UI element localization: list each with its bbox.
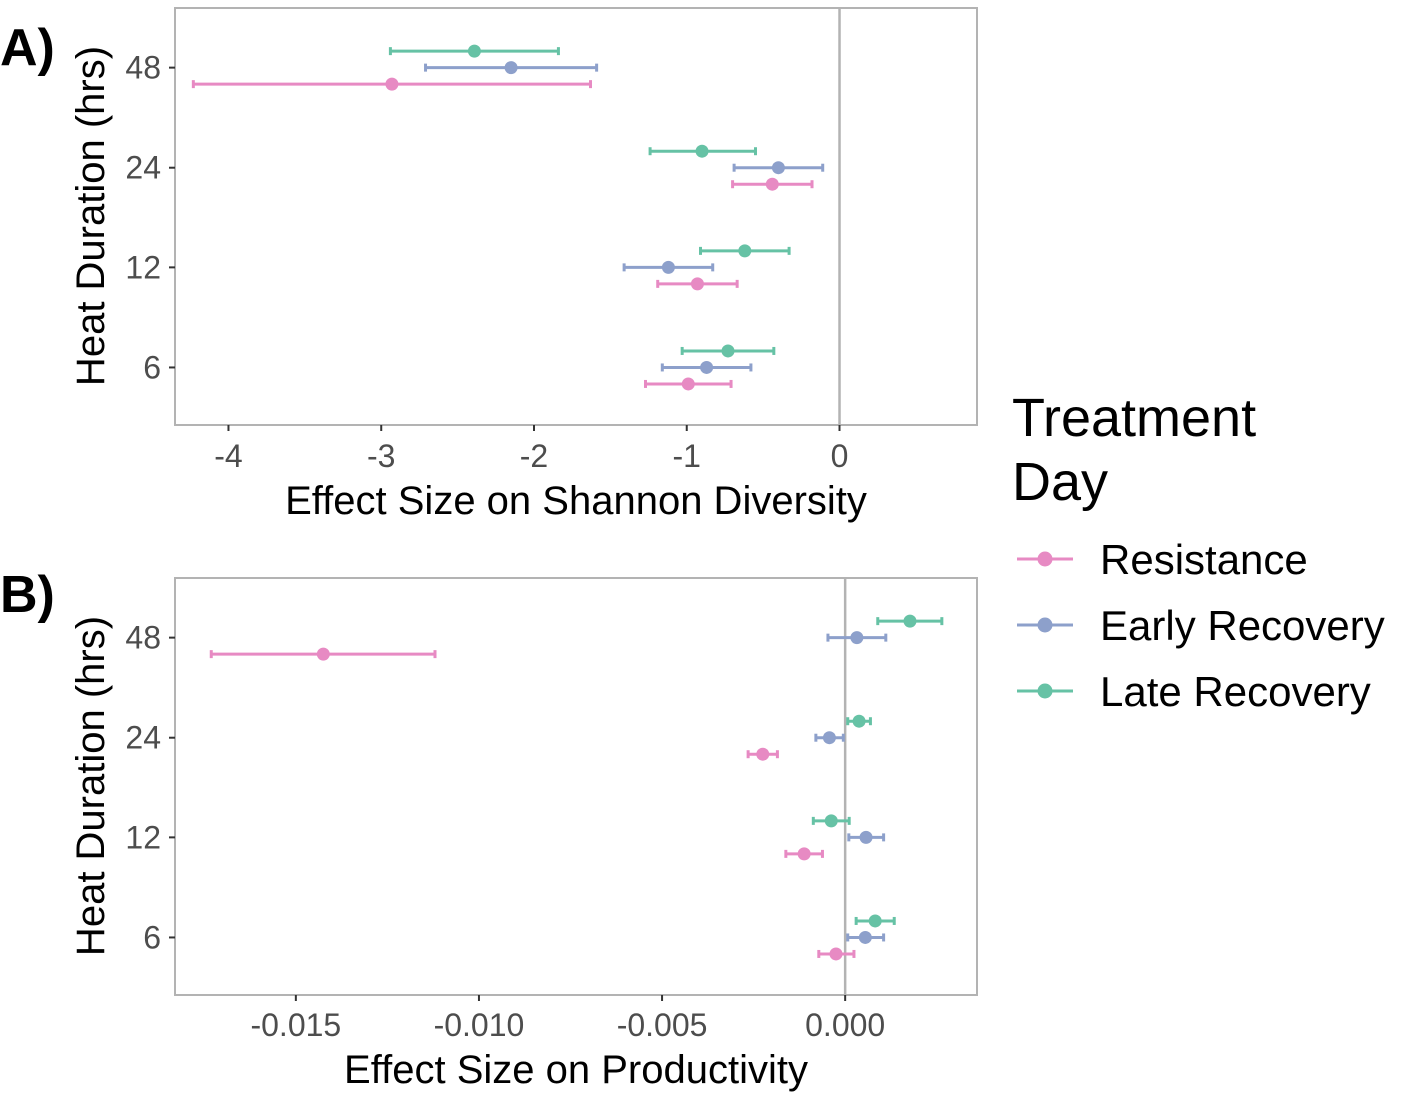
legend-label-early-recovery: Early Recovery <box>1100 602 1385 649</box>
panel-a-point-resistance-24 <box>765 177 779 191</box>
panel-a-point-early-recovery-48 <box>504 61 518 75</box>
panel-b-point-early-recovery-12 <box>859 830 873 844</box>
panel-a-point-late-recovery-24 <box>695 144 709 158</box>
panel-a: -4 -3 -2 -1 0 6 12 24 48 A) Effect Size on Shan… <box>0 7 978 523</box>
legend-key-point-resistance <box>1037 551 1053 567</box>
panel-a-x-tick-label: -4 <box>214 438 242 474</box>
panel-b-point-resistance-48 <box>316 647 330 661</box>
panel-b-plot-area <box>174 577 978 996</box>
panel-b-point-early-recovery-24 <box>822 731 836 745</box>
legend-label-resistance: Resistance <box>1100 536 1308 583</box>
panel-a-y-tick-label: 12 <box>125 249 161 285</box>
panel-b-point-late-recovery-6 <box>868 914 882 928</box>
panel-b-x-tick-label: -0.015 <box>250 1007 341 1043</box>
panel-a-x-tick-label: -1 <box>673 438 701 474</box>
panel-b-y-tick-label: 12 <box>125 819 161 855</box>
panel-b-y-tick-label: 6 <box>143 919 161 955</box>
panel-a-y-tick-label: 24 <box>125 150 161 186</box>
legend-title-line1: Treatment <box>1012 388 1256 448</box>
panel-a-point-resistance-48 <box>385 77 399 91</box>
panel-a-x-axis-title: Effect Size on Shannon Diversity <box>285 479 867 523</box>
panel-a-point-early-recovery-24 <box>771 161 785 175</box>
panel-b-y-tick-label: 24 <box>125 720 161 756</box>
panel-a-plot-area <box>174 7 978 426</box>
panel-a-point-late-recovery-12 <box>738 244 752 258</box>
legend-key-point-early-recovery <box>1037 617 1053 633</box>
panel-a-point-early-recovery-12 <box>661 260 675 274</box>
legend-items: Resistance Early Recovery Late Recovery <box>1017 536 1385 715</box>
panel-b-x-tick-label: -0.005 <box>617 1007 708 1043</box>
legend-title-line2: Day <box>1012 452 1108 512</box>
panel-b-x-tick-label: 0.000 <box>805 1007 885 1043</box>
panel-b-y-tick-label: 48 <box>125 620 161 656</box>
panel-b-marks <box>209 578 944 995</box>
panel-b-y-ticks: 6 12 24 48 <box>125 620 175 955</box>
panel-a-x-tick-label: 0 <box>831 438 849 474</box>
panel-a-y-axis-title: Heat Duration (hrs) <box>69 46 113 386</box>
panel-b-point-early-recovery-48 <box>850 631 864 645</box>
panel-a-tag: A) <box>0 19 55 77</box>
panel-b-point-late-recovery-48 <box>903 614 917 628</box>
panel-b-y-axis-title: Heat Duration (hrs) <box>69 616 113 956</box>
panel-a-point-late-recovery-6 <box>721 344 735 358</box>
panel-a-y-tick-label: 6 <box>143 349 161 385</box>
panel-a-point-resistance-6 <box>681 377 695 391</box>
panel-a-x-tick-label: -2 <box>520 438 548 474</box>
panel-a-point-late-recovery-48 <box>467 44 481 58</box>
panel-a-point-resistance-12 <box>690 277 704 291</box>
panel-b-point-late-recovery-12 <box>824 814 838 828</box>
panel-b-x-tick-label: -0.010 <box>434 1007 525 1043</box>
panel-a-point-early-recovery-6 <box>700 360 714 374</box>
panel-b-point-early-recovery-6 <box>858 930 872 944</box>
panel-a-marks <box>191 8 841 425</box>
panel-b-point-resistance-24 <box>756 747 770 761</box>
panel-b-x-axis-title: Effect Size on Productivity <box>344 1048 808 1092</box>
panel-a-y-tick-label: 48 <box>125 50 161 86</box>
legend: Treatment Day Resistance Early Recovery La… <box>1012 388 1385 715</box>
panel-b-point-late-recovery-24 <box>852 714 866 728</box>
panel-b-x-ticks: -0.015 -0.010 -0.005 0.000 <box>250 995 885 1043</box>
panel-b-point-resistance-6 <box>829 947 843 961</box>
panel-b-point-resistance-12 <box>797 847 811 861</box>
panel-a-x-tick-label: -3 <box>367 438 395 474</box>
panel-a-x-ticks: -4 -3 -2 -1 0 <box>214 425 848 474</box>
panel-b-tag: B) <box>0 566 55 624</box>
panel-a-y-ticks: 6 12 24 48 <box>125 50 175 385</box>
legend-key-point-late-recovery <box>1037 683 1053 699</box>
legend-label-late-recovery: Late Recovery <box>1100 668 1371 715</box>
panel-b: -0.015 -0.010 -0.005 0.000 6 12 24 48 B) Effec… <box>0 566 978 1092</box>
